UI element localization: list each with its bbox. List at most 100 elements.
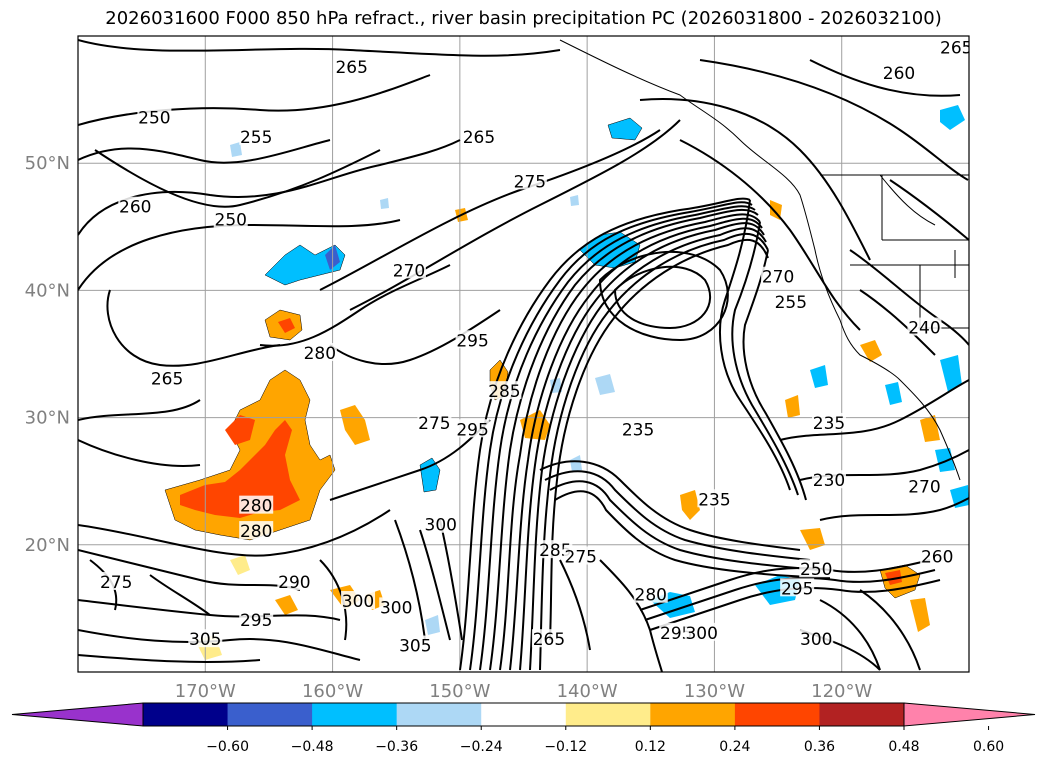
contour-label-bg — [239, 126, 274, 145]
contour-label-bg — [531, 629, 566, 648]
contour-label: 265 — [463, 128, 495, 148]
colorbar-segment — [312, 703, 398, 726]
colorbar-tick-label: 0.36 — [804, 739, 835, 755]
contour-label-bg — [811, 470, 846, 489]
contour-label-bg — [811, 412, 846, 431]
colorbar-tick-label: 0.12 — [635, 739, 666, 755]
contour-label-bg — [277, 571, 312, 590]
contour-label: 250 — [138, 109, 170, 129]
contour-label-bg — [302, 343, 337, 361]
lat-label: 20°N — [25, 535, 70, 556]
contour-label-bg — [118, 196, 153, 215]
lon-label: 130°W — [684, 681, 745, 702]
contour-label-bg — [341, 591, 376, 610]
contour-label: 305 — [189, 630, 221, 650]
contour-label: 265 — [151, 369, 183, 389]
colorbar-tick-label: −0.24 — [460, 739, 503, 755]
contour-label-bg — [907, 317, 942, 336]
contour-label: 255 — [775, 293, 807, 313]
contour-label-bg — [455, 419, 490, 438]
contour-label: 300 — [800, 630, 832, 650]
lat-lon-grid — [78, 36, 969, 672]
contour-label: 300 — [380, 598, 412, 618]
precip-negative-shading — [230, 105, 969, 635]
contour-label: 300 — [685, 624, 717, 644]
contour-label-bg — [780, 578, 815, 597]
contour-label: 280 — [635, 586, 667, 606]
contour-label: 260 — [883, 64, 915, 84]
lon-label: 150°W — [429, 681, 490, 702]
colorbar-tick-label: −0.12 — [544, 739, 587, 755]
contour-label: 280 — [240, 497, 272, 517]
colorbar-tick-label: 0.24 — [719, 739, 750, 755]
contour-label: 230 — [813, 471, 845, 491]
contour-label-bg — [487, 381, 522, 400]
colorbar-segment — [565, 703, 651, 726]
colorbar-tick-label: −0.60 — [206, 739, 249, 755]
lat-label: 30°N — [25, 408, 70, 429]
colorbar-segment — [396, 703, 482, 726]
colorbar-tick-label: −0.48 — [291, 739, 334, 755]
contour-label-bg — [633, 584, 668, 603]
contour-label-bg — [334, 56, 369, 75]
contour-label-bg — [239, 610, 274, 629]
contour-label-bg — [881, 63, 916, 82]
contour-label-bg — [99, 571, 134, 590]
contour-label: 295 — [781, 579, 813, 599]
map-title: 2026031600 F000 850 hPa refract., river … — [105, 8, 942, 29]
contour-label: 290 — [278, 573, 310, 593]
contour-label: 270 — [908, 478, 940, 498]
contour-label-bg — [239, 521, 274, 540]
contour-label-bg — [239, 495, 274, 514]
contour-label: 280 — [304, 344, 336, 364]
contour-label: 255 — [240, 128, 272, 148]
contour-label-bg — [391, 260, 426, 279]
contour-label: 305 — [399, 637, 431, 657]
contour-label: 235 — [813, 414, 845, 434]
latitude-labels: 50°N 40°N 30°N 20°N — [25, 153, 70, 556]
lon-label: 170°W — [175, 681, 236, 702]
colorbar-frame — [142, 702, 905, 727]
colorbar-segment — [734, 703, 820, 726]
contour-label: 265 — [335, 58, 367, 78]
contour-label-bg — [697, 489, 732, 508]
contour-label: 285 — [488, 382, 520, 402]
colorbar-tick-label: 0.48 — [888, 739, 919, 755]
contour-label: 265 — [533, 630, 565, 650]
contour-label-bg — [684, 622, 719, 641]
contour-label-bg — [423, 514, 458, 533]
lon-label: 140°W — [557, 681, 618, 702]
contour-labels: 265 265 260 250 255 265 275 260 250 270 270 255 240 2… — [99, 37, 972, 657]
lon-label: 120°W — [811, 681, 872, 702]
colorbar: −0.60 −0.48 −0.36 −0.24 −0.12 0.12 0.24 0.36 0.4… — [11, 702, 1036, 755]
contour-label: 260 — [921, 548, 953, 568]
contour-label: 275 — [100, 573, 132, 593]
contour-label: 265 — [940, 39, 972, 59]
contour-label: 275 — [418, 414, 450, 434]
contour-label: 300 — [425, 516, 457, 536]
contour-label-bg — [512, 171, 547, 190]
contour-label-bg — [907, 476, 942, 495]
contour-label-bg — [799, 559, 834, 578]
contour-label: 295 — [456, 331, 488, 351]
contour-label-bg — [761, 266, 796, 285]
contour-label-bg — [455, 330, 490, 349]
contour-label: 260 — [119, 198, 151, 218]
contour-label: 235 — [622, 420, 654, 440]
colorbar-segment — [227, 703, 313, 726]
contour-label: 295 — [240, 611, 272, 631]
contour-label-bg — [188, 629, 223, 648]
colorbar-segment — [819, 703, 905, 726]
contour-label-bg — [773, 292, 808, 311]
contour-label-bg — [939, 37, 969, 56]
contour-label-bg — [621, 419, 656, 438]
colorbar-tick-label: −0.36 — [375, 739, 418, 755]
contour-label: 285 — [539, 541, 571, 561]
lat-label: 40°N — [25, 280, 70, 301]
contour-label-bg — [920, 546, 955, 565]
longitude-labels: 170°W 160°W 150°W 140°W 130°W 120°W — [175, 681, 873, 702]
contour-label-bg — [563, 546, 598, 565]
colorbar-tick-label: 0.60 — [973, 739, 1004, 755]
contour-label-bg — [461, 126, 496, 145]
